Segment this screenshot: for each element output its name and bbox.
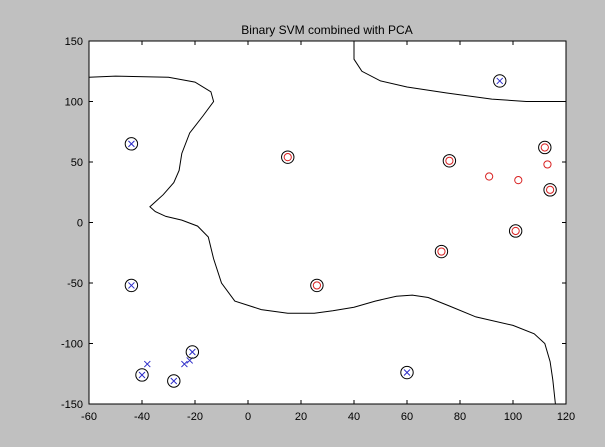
support-vector-ring-4 [167, 374, 181, 388]
circle-point-8 [540, 143, 549, 152]
support-vector-ring-3 [135, 368, 149, 382]
support-vector-ring-2 [124, 278, 139, 293]
circle-point-5 [485, 172, 494, 181]
support-vector-ring-8 [281, 150, 295, 164]
x-tick-label: 120 [557, 411, 575, 423]
y-tick-label: -50 [67, 278, 83, 290]
decision-boundary [88, 41, 566, 405]
support-vector-ring-1 [124, 137, 139, 151]
x-tick-label: 20 [295, 411, 307, 423]
boundary-curve-1 [88, 75, 556, 405]
support-vector-ring-5 [185, 345, 200, 359]
x-tick-label: 0 [245, 411, 251, 423]
data-points [124, 74, 557, 388]
circle-point-6 [511, 226, 520, 236]
x-tick-label: 80 [454, 411, 466, 423]
x-tick-label: 100 [504, 411, 522, 423]
cross-point-4 [138, 371, 146, 379]
chart-title: Binary SVM combined with PCA [241, 23, 412, 37]
x-axis: -60 -40 -20 0 20 40 60 80 100 120 [81, 41, 575, 423]
x-tick-label: -60 [81, 411, 97, 423]
boundary-curve-2 [353, 41, 566, 102]
x-tick-label: -40 [134, 411, 150, 423]
y-axis: -150 -100 -50 0 50 100 150 [61, 36, 566, 411]
circle-point-1 [283, 153, 292, 162]
plot-area [89, 41, 566, 404]
support-vector-ring-12 [508, 224, 523, 238]
x-tick-label: -20 [187, 411, 203, 423]
y-tick-label: 100 [65, 97, 83, 109]
x-tick-label: 60 [401, 411, 413, 423]
cross-point-6 [181, 360, 188, 368]
cross-point-2 [128, 282, 135, 289]
cross-point-10 [496, 77, 504, 85]
y-tick-label: 150 [65, 36, 83, 48]
support-vector-ring-6 [400, 365, 414, 380]
cross-point-5 [170, 377, 178, 385]
cross-point-8 [188, 348, 196, 356]
y-tick-label: 0 [77, 218, 83, 230]
support-vector-ring-14 [543, 183, 557, 197]
y-tick-label: -100 [61, 339, 83, 351]
x-tick-label: 40 [348, 411, 360, 423]
support-vector-ring-7 [493, 74, 507, 88]
y-tick-label: 50 [71, 157, 83, 169]
circle-point-3 [437, 247, 446, 256]
y-tick-label: -150 [61, 399, 83, 411]
circle-point-2 [312, 281, 321, 290]
circle-point-10 [546, 185, 555, 194]
circle-point-4 [445, 156, 454, 165]
cross-point-1 [128, 140, 135, 148]
support-vector-ring-11 [442, 154, 457, 168]
circle-point-7 [514, 176, 523, 185]
support-vector-ring-10 [434, 244, 449, 259]
circle-point-9 [543, 160, 552, 169]
cross-point-9 [403, 369, 411, 376]
support-vector-ring-13 [538, 140, 552, 155]
support-vector-ring-9 [310, 278, 324, 293]
cross-point-3 [143, 360, 151, 368]
